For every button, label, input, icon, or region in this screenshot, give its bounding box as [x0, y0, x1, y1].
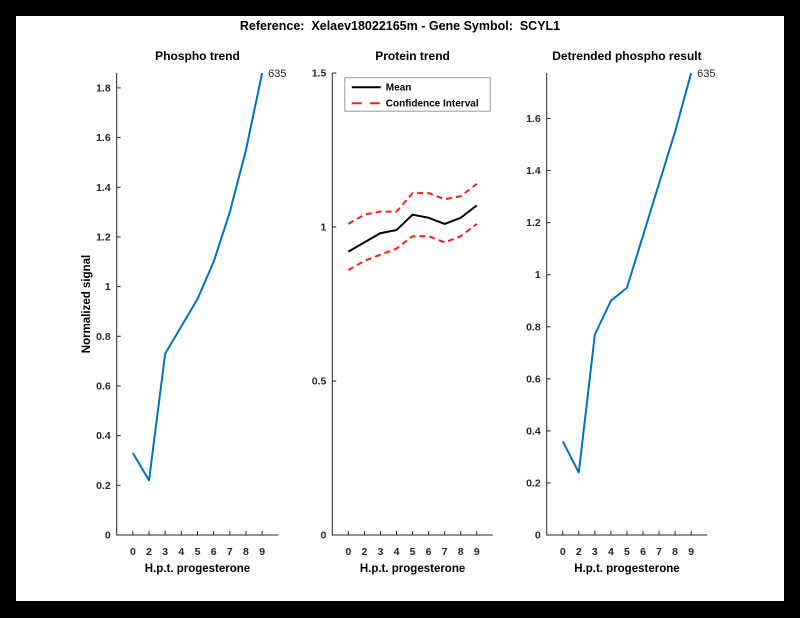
series-line-detrended-phospho-signal	[561, 72, 693, 474]
y-tick-label: 0.6	[96, 380, 111, 392]
x-tick-label: 4	[178, 546, 184, 558]
x-tick-label: 0	[345, 546, 351, 558]
y-tick-label: 1	[535, 269, 541, 281]
y-tick-label: 1.6	[526, 113, 541, 125]
x-tick-label: 5	[624, 546, 630, 558]
x-tick-label: 8	[243, 546, 249, 558]
x-tick-label: 2	[576, 546, 582, 558]
y-tick-label: 1	[105, 281, 111, 293]
data-point-label: 635	[268, 68, 286, 80]
y-tick-label: 0	[535, 530, 541, 542]
y-tick-label: 0.8	[526, 321, 541, 333]
x-tick-label: 6	[640, 546, 646, 558]
x-tick-label: 0	[560, 546, 566, 558]
x-tick-label: 6	[426, 546, 432, 558]
legend-box	[344, 77, 491, 112]
x-tick-label: 3	[592, 546, 598, 558]
x-tick-label: 9	[688, 546, 694, 558]
y-tick-label: 0.4	[96, 430, 111, 442]
figure-canvas: Reference: Xelaev18022165m - Gene Symbol…	[16, 16, 784, 601]
y-tick-label: 1	[320, 222, 326, 234]
x-tick-label: 7	[656, 546, 662, 558]
subplot-detrended-phospho-result: 00.20.40.60.811.21.41.60 2 3 4 5 6 7 8 9635Detre…	[526, 49, 715, 575]
y-tick-label: 0.2	[526, 477, 541, 489]
y-tick-label: 0.5	[312, 376, 327, 388]
data-point-label: 635	[697, 68, 715, 80]
series-line-confidence-interval-upper	[347, 183, 478, 225]
x-tick-label: 4	[608, 546, 614, 558]
y-tick-label: 0.8	[96, 331, 111, 343]
subplot-title: Detrended phospho result	[552, 49, 701, 63]
y-tick-label: 1.4	[526, 165, 541, 177]
y-tick-label: 1.4	[96, 182, 111, 194]
axis-spines	[546, 73, 708, 536]
x-tick-label: 3	[378, 546, 384, 558]
y-tick-label: 0	[105, 530, 111, 542]
figure-title: Reference: Xelaev18022165m - Gene Symbol…	[239, 19, 561, 33]
subplot-phospho-trend: 00.20.40.60.811.21.41.61.80 2 3 4 5 6 7 8 9635Ph…	[81, 49, 286, 575]
series-line-mean	[347, 204, 478, 253]
y-tick-label: 0	[320, 530, 326, 542]
plots-svg: 00.20.40.60.811.21.41.61.80 2 3 4 5 6 7 8 9635Ph…	[81, 49, 716, 575]
y-tick-label: 1.6	[96, 132, 111, 144]
x-tick-label: 9	[259, 546, 265, 558]
y-tick-label: 0.2	[96, 480, 111, 492]
x-tick-label: 5	[410, 546, 416, 558]
y-tick-label: 0.6	[526, 373, 541, 385]
y-tick-label: 1.2	[96, 231, 111, 243]
x-axis-label: H.p.t. progesterone	[145, 563, 250, 575]
x-axis-label: H.p.t. progesterone	[360, 563, 465, 575]
legend-entry-label: Mean	[386, 83, 412, 94]
x-tick-label: 0	[130, 546, 136, 558]
x-tick-label: 4	[394, 546, 400, 558]
x-tick-label: 5	[195, 546, 201, 558]
series-line-confidence-interval-lower	[347, 223, 478, 271]
y-tick-label: 0.4	[526, 425, 541, 437]
axis-spines	[331, 73, 493, 536]
x-tick-label: 6	[211, 546, 217, 558]
x-tick-label: 8	[672, 546, 678, 558]
x-tick-label: 9	[474, 546, 480, 558]
x-axis-label: H.p.t. progesterone	[574, 563, 679, 575]
y-tick-label: 1.2	[526, 217, 541, 229]
x-tick-label: 8	[458, 546, 464, 558]
legend: Mean Confidence Interval	[344, 77, 491, 112]
series-line-phospho-signal	[131, 72, 264, 482]
x-tick-label: 7	[442, 546, 448, 558]
y-axis-label: Normalized signal	[81, 255, 93, 353]
x-tick-label: 2	[146, 546, 152, 558]
subplot-title: Phospho trend	[155, 49, 240, 63]
x-tick-label: 2	[361, 546, 367, 558]
x-tick-label: 3	[162, 546, 168, 558]
y-tick-label: 1.5	[312, 68, 327, 80]
legend-entry-label: Confidence Interval	[386, 99, 479, 110]
subplot-title: Protein trend	[375, 49, 450, 63]
x-tick-label: 7	[227, 546, 233, 558]
y-tick-label: 1.8	[96, 82, 111, 94]
